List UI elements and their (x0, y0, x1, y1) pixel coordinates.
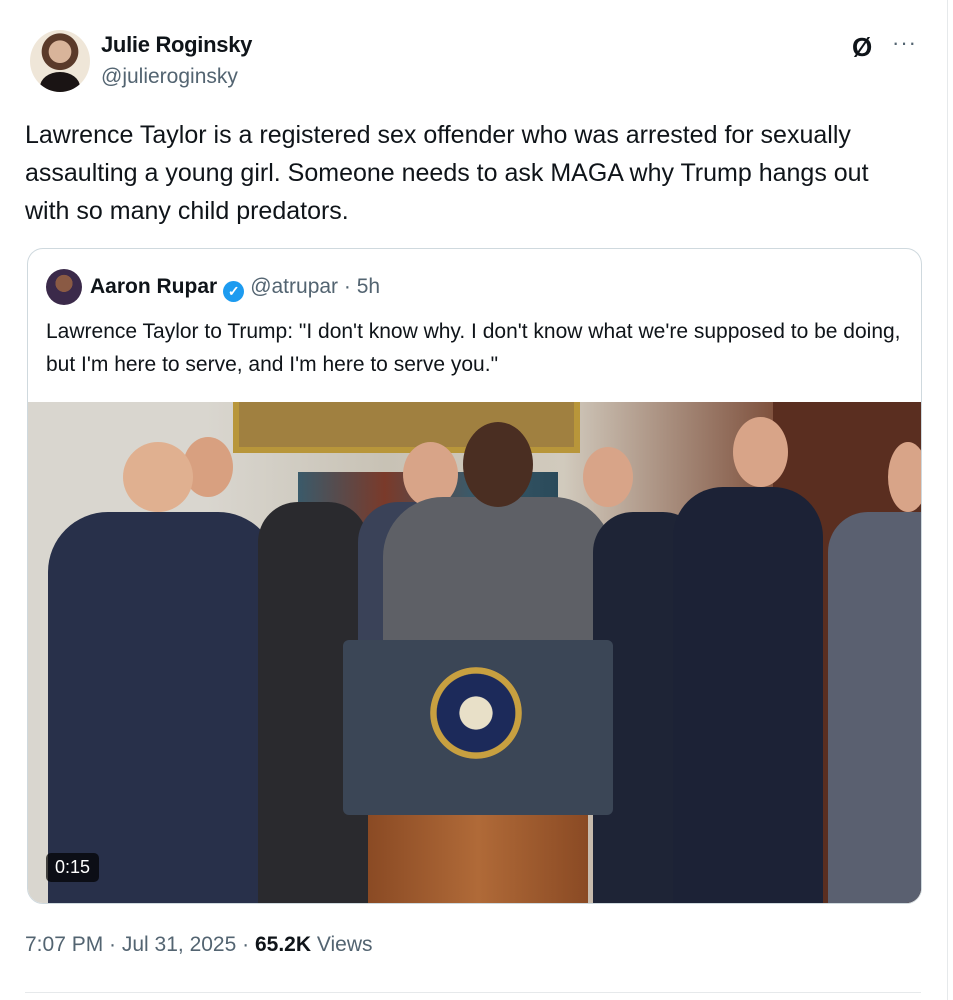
tweet-text: Lawrence Taylor is a registered sex offe… (25, 121, 869, 225)
video-player[interactable]: 0:15 (28, 402, 921, 903)
podium-base (368, 815, 588, 903)
more-icon[interactable]: ··· (892, 30, 917, 55)
grok-icon[interactable]: Ø (852, 32, 873, 62)
person (583, 447, 633, 507)
speaker (383, 497, 613, 657)
person (403, 442, 458, 507)
column-border (947, 0, 948, 1000)
quote-text: Lawrence Taylor to Trump: "I don't know … (46, 320, 901, 376)
divider (25, 992, 921, 993)
person (673, 487, 823, 903)
author-name[interactable]: Julie Roginsky (101, 32, 253, 57)
person (888, 442, 921, 512)
speaker (463, 422, 533, 507)
author-handle[interactable]: @julieroginsky (101, 65, 238, 88)
person (733, 417, 788, 487)
quoted-tweet[interactable]: Aaron Rupar ✓ @atrupar · 5h Lawrence Taylo… (27, 248, 922, 904)
video-duration: 0:15 (46, 853, 100, 882)
person (48, 512, 278, 903)
author-avatar[interactable] (30, 30, 90, 92)
person (828, 512, 921, 903)
quote-handle-time[interactable]: @atrupar · 5h (250, 275, 381, 298)
tweet-meta: 7:07 PM · Jul 31, 2025 · 65.2K Views (25, 933, 373, 957)
painting (233, 402, 580, 453)
presidential-seal (430, 667, 522, 759)
quote-author-name[interactable]: Aaron Rupar (90, 275, 218, 298)
views-label: Views (311, 933, 373, 956)
quote-avatar[interactable] (46, 269, 82, 305)
timestamp[interactable]: 7:07 PM · Jul 31, 2025 · (25, 933, 255, 956)
verified-badge-icon: ✓ (223, 281, 245, 302)
person (123, 442, 193, 512)
views-count: 65.2K (254, 933, 312, 956)
quote-header: Aaron Rupar ✓ @atrupar · 5h (90, 275, 380, 302)
